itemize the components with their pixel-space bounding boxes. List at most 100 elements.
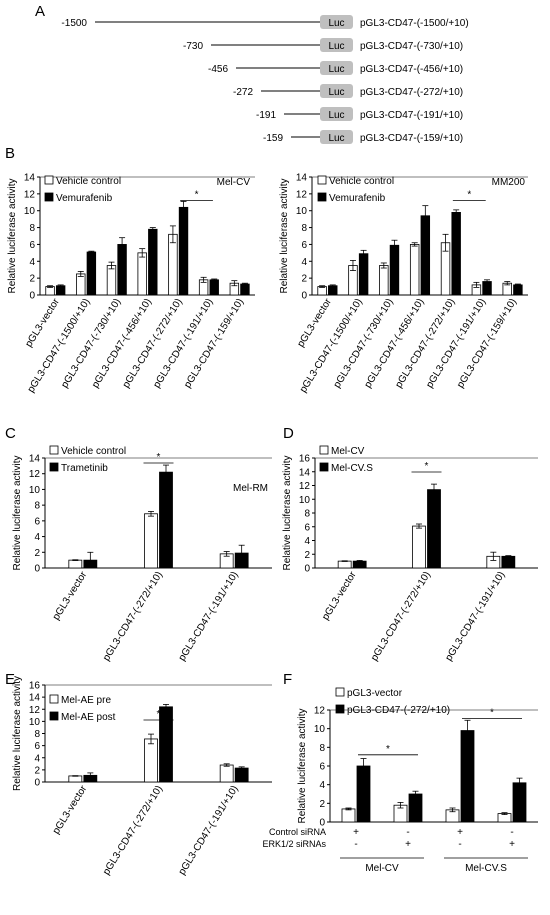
significance-star: * (157, 709, 161, 720)
bar-filled (117, 244, 127, 296)
luc-box-label: Luc (328, 133, 344, 144)
y-tick-label: 8 (29, 223, 35, 234)
legend-swatch (49, 445, 59, 455)
legend-label: Mel-AE pre (61, 695, 111, 706)
panel-letter-a: A (35, 3, 45, 20)
significance-star: * (386, 744, 390, 755)
legend-swatch (49, 711, 59, 721)
y-tick-label: 14 (29, 693, 41, 704)
y-tick-label: 8 (304, 509, 310, 520)
y-tick-label: 4 (301, 257, 307, 268)
bar-open (68, 775, 83, 783)
y-tick-label: 8 (319, 743, 325, 754)
legend-label: Mel-AE post (61, 712, 116, 723)
y-tick-label: 6 (304, 522, 310, 533)
treatment-sign: + (457, 827, 463, 838)
bar-open (341, 808, 356, 823)
y-tick-label: 10 (24, 206, 36, 217)
bar-filled (451, 211, 461, 296)
luc-box-label: Luc (328, 18, 344, 29)
luc-box (320, 84, 353, 98)
significance-star: * (490, 707, 494, 718)
construct-start-label: -191 (256, 110, 276, 121)
x-tick-label: pGL3-CD47-(-730/+10) (332, 297, 396, 390)
x-tick-label: pGL3-CD47-(-191/+10) (443, 570, 507, 663)
y-tick-label: 12 (29, 705, 41, 716)
y-tick-label: 2 (29, 274, 35, 285)
x-tick-label: pGL3-CD47-(-159/+10) (182, 297, 246, 390)
group-label: Mel-CV.S (465, 863, 507, 874)
legend-swatch (319, 462, 329, 472)
bar-filled (159, 471, 173, 569)
y-tick-label: 14 (299, 467, 311, 478)
y-tick-label: 4 (29, 257, 35, 268)
construct-start-label: -730 (183, 41, 203, 52)
y-tick-label: 8 (301, 223, 307, 234)
treatment-sign: - (406, 827, 409, 838)
legend-swatch (335, 704, 345, 714)
bar-filled (240, 283, 250, 296)
bar-filled (178, 206, 189, 296)
legend-swatch (49, 462, 59, 472)
y-tick-label: 14 (296, 173, 308, 184)
construct-start-label: -1500 (61, 18, 87, 29)
chart-b-left: 0 2 4 6 8 10 12 14 Relative luciferase activity M… (7, 173, 255, 395)
bar-open (168, 233, 178, 296)
x-tick-label: pGL3-CD47-(-159/+10) (455, 297, 519, 390)
y-tick-label: 16 (29, 681, 41, 692)
bar-filled (358, 253, 369, 296)
bar-open (317, 286, 327, 296)
x-tick-label: pGL3-CD47-(-272/+10) (121, 297, 185, 390)
construct-name: pGL3-CD47-(-159/+10) (360, 133, 463, 144)
significance-star: * (425, 461, 429, 472)
bar-open (144, 738, 158, 783)
chart-title: Mel-CV (217, 177, 251, 188)
x-tick-label: pGL3-vector (320, 569, 359, 622)
treatment-sign: - (510, 827, 513, 838)
bar-open (144, 513, 158, 569)
legend-label: Vemurafenib (56, 193, 113, 204)
luc-box (320, 15, 353, 29)
panel-letter-b: B (5, 145, 15, 162)
construct-name: pGL3-CD47-(-272/+10) (360, 87, 463, 98)
y-axis-label: Relative luciferase activity (12, 676, 23, 791)
legend-label: Mel-CV.S (331, 463, 373, 474)
treatment-sign: - (354, 839, 357, 850)
y-tick-label: 10 (314, 724, 326, 735)
significance-star: * (157, 452, 161, 463)
y-tick-label: 8 (34, 501, 40, 512)
treatment-sign: - (458, 839, 461, 850)
x-tick-label: pGL3-vector (51, 569, 90, 622)
y-tick-label: 14 (24, 173, 36, 184)
bar-filled (328, 285, 338, 296)
y-tick-label: 10 (29, 717, 41, 728)
luc-box-label: Luc (328, 110, 344, 121)
promoter-construct-diagram: -1500 Luc pGL3-CD47-(-1500/+10) -730 Luc pGL3… (61, 15, 469, 144)
bar-filled (55, 285, 66, 296)
chart-f: 0 2 4 6 8 10 12 Relative luciferase activity pGL… (262, 687, 538, 874)
y-tick-label: 10 (29, 485, 41, 496)
y-tick-label: 6 (319, 762, 325, 773)
y-tick-label: 4 (304, 536, 310, 547)
luc-box-label: Luc (328, 64, 344, 75)
panel-letter-f: F (283, 671, 292, 688)
construct-name: pGL3-CD47-(-1500/+10) (360, 18, 469, 29)
chart-d: 0 2 4 6 8 10 12 14 16 Relative luciferase activit… (282, 445, 538, 663)
construct-name: pGL3-CD47-(-456/+10) (360, 64, 463, 75)
construct-name: pGL3-CD47-(-191/+10) (360, 110, 463, 121)
bar-open (412, 525, 426, 569)
bar-filled (148, 228, 158, 296)
bar-filled (408, 793, 423, 823)
bar-filled (209, 279, 219, 296)
y-axis-label: Relative luciferase activity (7, 178, 18, 293)
y-tick-label: 12 (24, 189, 36, 200)
y-tick-label: 12 (296, 189, 308, 200)
bar-filled (356, 765, 371, 823)
bar-open (219, 764, 234, 783)
treatment-row-label: ERK1/2 siRNAs (262, 839, 326, 849)
bar-open (137, 252, 147, 296)
y-tick-label: 0 (34, 564, 40, 575)
y-tick-label: 6 (34, 741, 40, 752)
